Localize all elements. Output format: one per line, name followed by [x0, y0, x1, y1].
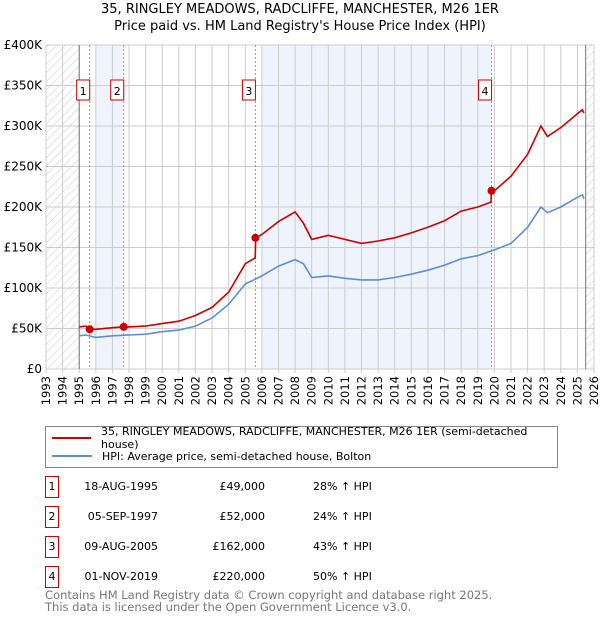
- sale-date: 18-AUG-1995: [84, 480, 158, 493]
- chart-subtitle: Price paid vs. HM Land Registry's House …: [114, 19, 486, 34]
- x-tick-label: 1993: [39, 376, 53, 405]
- x-tick-label: 2020: [487, 376, 501, 405]
- x-tick-label: 2003: [205, 376, 219, 405]
- x-tick-label: 1995: [72, 376, 86, 405]
- x-tick-label: 2025: [570, 376, 584, 405]
- x-tick-label: 1996: [89, 376, 103, 405]
- sale-date: 01-NOV-2019: [84, 570, 158, 583]
- x-tick-label: 2023: [537, 376, 551, 405]
- sale-marker: 3: [45, 536, 59, 558]
- sale-hpi: 43% ↑ HPI: [313, 540, 372, 553]
- sale-label: 1: [80, 85, 87, 98]
- sale-label: 4: [482, 85, 489, 98]
- x-tick-label: 2015: [404, 376, 418, 405]
- sale-row: 1 18-AUG-1995 £49,000 28% ↑ HPI: [45, 476, 445, 498]
- legend-label: HPI: Average price, semi-detached house,…: [102, 449, 372, 463]
- x-tick-label: 2005: [238, 376, 252, 405]
- sale-hpi: 28% ↑ HPI: [313, 480, 372, 493]
- legend-item-property: 35, RINGLEY MEADOWS, RADCLIFFE, MANCHEST…: [52, 425, 557, 451]
- sale-hpi: 50% ↑ HPI: [313, 570, 372, 583]
- x-tick-label: 1994: [56, 376, 70, 405]
- x-tick-label: 2001: [172, 376, 186, 405]
- x-tick-label: 2019: [471, 376, 485, 405]
- y-tick-label: £0: [27, 362, 42, 376]
- y-tick-label: £150K: [4, 241, 44, 255]
- sale-price: £162,000: [212, 540, 266, 553]
- chart-plot: 1993 1994 1995 1996 1997 1998 1999 2000 2001 2002…: [4, 38, 600, 405]
- sale-price: £52,000: [219, 510, 266, 523]
- sale-marker: 4: [45, 566, 59, 588]
- footer-licence: This data is licensed under the Open Gov…: [45, 600, 412, 614]
- x-tick-label: 1999: [139, 376, 153, 405]
- sale-hpi: 24% ↑ HPI: [313, 510, 372, 523]
- x-tick-label: 2008: [288, 376, 302, 405]
- x-tick-label: 2022: [521, 376, 535, 405]
- sale-point: [251, 233, 260, 242]
- sale-label: 3: [245, 85, 252, 98]
- sale-point: [85, 325, 94, 334]
- sale-price: £220,000: [212, 570, 266, 583]
- legend-label: 35, RINGLEY MEADOWS, RADCLIFFE, MANCHEST…: [101, 425, 528, 451]
- x-tick-label: 1998: [122, 376, 136, 405]
- x-tick-label: 2013: [371, 376, 385, 405]
- footer-copyright: Contains HM Land Registry data © Crown c…: [45, 588, 493, 602]
- y-tick-label: £100K: [4, 281, 44, 295]
- sale-marker: 2: [45, 506, 59, 528]
- x-tick-label: 2016: [421, 376, 435, 405]
- series-line: [79, 108, 585, 331]
- x-tick-label: 2018: [454, 376, 468, 405]
- sale-date: 05-SEP-1997: [87, 510, 158, 523]
- footer: Contains HM Land Registry data © Crown c…: [45, 589, 492, 613]
- sale-label: 2: [114, 85, 121, 98]
- x-tick-label: 2010: [321, 376, 335, 405]
- x-tick-label: 2024: [554, 376, 568, 405]
- x-tick-label: 2004: [222, 376, 236, 405]
- x-tick-label: 2000: [155, 376, 169, 405]
- sale-row: 3 09-AUG-2005 £162,000 43% ↑ HPI: [45, 536, 445, 558]
- y-tick-label: £50K: [11, 322, 43, 336]
- x-tick-label: 2007: [271, 376, 285, 405]
- y-tick-label: £300K: [4, 119, 44, 133]
- y-tick-label: £400K: [4, 38, 44, 52]
- sale-row: 2 05-SEP-1997 £52,000 24% ↑ HPI: [45, 506, 445, 528]
- x-tick-label: 2014: [388, 376, 402, 405]
- sale-point: [487, 186, 496, 195]
- x-tick-label: 2009: [305, 376, 319, 405]
- chart-title: 35, RINGLEY MEADOWS, RADCLIFFE, MANCHEST…: [101, 2, 499, 17]
- sale-label-box: [76, 79, 91, 101]
- y-tick-label: £350K: [4, 79, 44, 93]
- sale-label-box: [241, 79, 256, 101]
- sale-label-box: [110, 79, 125, 101]
- x-tick-label: 2002: [188, 376, 202, 405]
- x-tick-label: 1997: [105, 376, 119, 405]
- sale-price: £49,000: [219, 480, 266, 493]
- x-tick-label: 2011: [338, 376, 352, 405]
- x-tick-label: 2006: [255, 376, 269, 405]
- x-tick-label: 2017: [438, 376, 452, 405]
- y-tick-label: £250K: [4, 160, 44, 174]
- series-line: [79, 193, 585, 339]
- legend-item-hpi: HPI: Average price, semi-detached house,…: [52, 448, 371, 464]
- x-tick-label: 2021: [504, 376, 518, 405]
- sale-row: 4 01-NOV-2019 £220,000 50% ↑ HPI: [45, 566, 445, 588]
- sale-label-box: [478, 79, 493, 101]
- sale-date: 09-AUG-2005: [84, 540, 158, 553]
- legend-swatch-blue: [52, 455, 92, 457]
- y-tick-label: £200K: [4, 200, 44, 214]
- legend: 35, RINGLEY MEADOWS, RADCLIFFE, MANCHEST…: [45, 425, 558, 468]
- sale-marker: 1: [45, 476, 59, 498]
- sale-point: [119, 322, 128, 331]
- legend-swatch-red: [52, 437, 92, 439]
- x-tick-label: 2012: [355, 376, 369, 405]
- x-tick-label: 2026: [587, 376, 600, 405]
